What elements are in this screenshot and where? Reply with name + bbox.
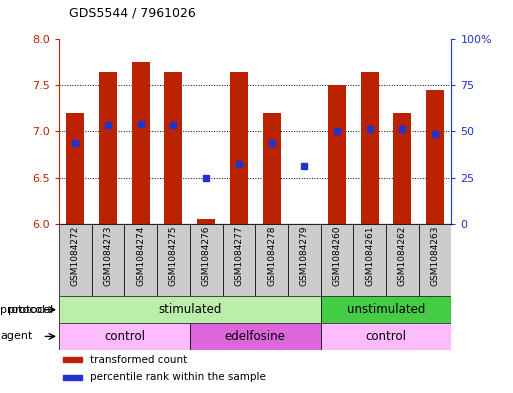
Text: control: control <box>104 330 145 343</box>
Bar <box>328 85 346 224</box>
Bar <box>255 224 288 296</box>
Bar <box>59 323 190 350</box>
Text: stimulated: stimulated <box>158 303 222 316</box>
Bar <box>263 113 281 224</box>
Text: GSM1084260: GSM1084260 <box>332 226 342 286</box>
Text: control: control <box>366 330 406 343</box>
Bar <box>165 72 183 224</box>
Text: GSM1084277: GSM1084277 <box>234 226 243 286</box>
Bar <box>321 323 451 350</box>
Text: percentile rank within the sample: percentile rank within the sample <box>90 372 266 382</box>
Text: GSM1084278: GSM1084278 <box>267 226 276 286</box>
Bar <box>288 224 321 296</box>
Text: GSM1084272: GSM1084272 <box>71 226 80 286</box>
Bar <box>92 224 125 296</box>
Bar <box>223 224 255 296</box>
Text: transformed count: transformed count <box>90 354 188 365</box>
Bar <box>361 72 379 224</box>
Text: edelfosine: edelfosine <box>225 330 286 343</box>
Bar <box>386 224 419 296</box>
Text: GSM1084279: GSM1084279 <box>300 226 309 286</box>
Text: GSM1084261: GSM1084261 <box>365 226 374 286</box>
Text: GSM1084275: GSM1084275 <box>169 226 178 286</box>
Bar <box>132 62 150 224</box>
Bar <box>419 224 451 296</box>
Bar <box>353 224 386 296</box>
Bar <box>66 113 84 224</box>
Text: GSM1084262: GSM1084262 <box>398 226 407 286</box>
Text: GSM1084274: GSM1084274 <box>136 226 145 286</box>
Bar <box>190 224 223 296</box>
Text: GDS5544 / 7961026: GDS5544 / 7961026 <box>69 7 196 20</box>
Text: protocol: protocol <box>8 305 53 315</box>
Bar <box>426 90 444 224</box>
Bar <box>321 296 451 323</box>
Text: GSM1084273: GSM1084273 <box>104 226 112 286</box>
Bar <box>63 375 82 380</box>
Bar <box>157 224 190 296</box>
Bar <box>190 323 321 350</box>
Bar <box>321 224 353 296</box>
Bar <box>124 224 157 296</box>
Bar <box>59 296 321 323</box>
Text: agent: agent <box>0 331 32 342</box>
Text: unstimulated: unstimulated <box>347 303 425 316</box>
Bar <box>59 224 92 296</box>
Bar <box>393 113 411 224</box>
Bar <box>63 357 82 362</box>
Bar <box>197 219 215 224</box>
Text: protocol: protocol <box>0 305 45 315</box>
Bar <box>230 72 248 224</box>
Text: GSM1084276: GSM1084276 <box>202 226 211 286</box>
Bar <box>99 72 117 224</box>
Text: GSM1084263: GSM1084263 <box>430 226 440 286</box>
